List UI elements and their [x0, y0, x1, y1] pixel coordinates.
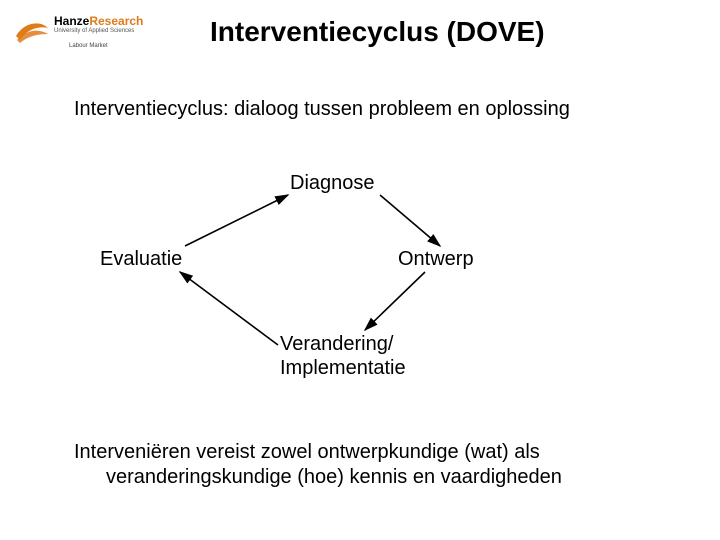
slide: HanzeResearch University of Applied Scie…: [0, 0, 720, 540]
arrow-verandering-to-evaluatie: [180, 272, 278, 345]
footer-line2: veranderingskundige (hoe) kennis en vaar…: [74, 465, 634, 490]
footer-text: Interveniëren vereist zowel ontwerpkundi…: [74, 440, 634, 490]
arrow-diagnose-to-ontwerp: [380, 195, 440, 246]
footer-line1: Interveniëren vereist zowel ontwerpkundi…: [74, 441, 540, 463]
arrow-evaluatie-to-diagnose: [185, 195, 288, 246]
arrow-ontwerp-to-verandering: [365, 272, 425, 330]
